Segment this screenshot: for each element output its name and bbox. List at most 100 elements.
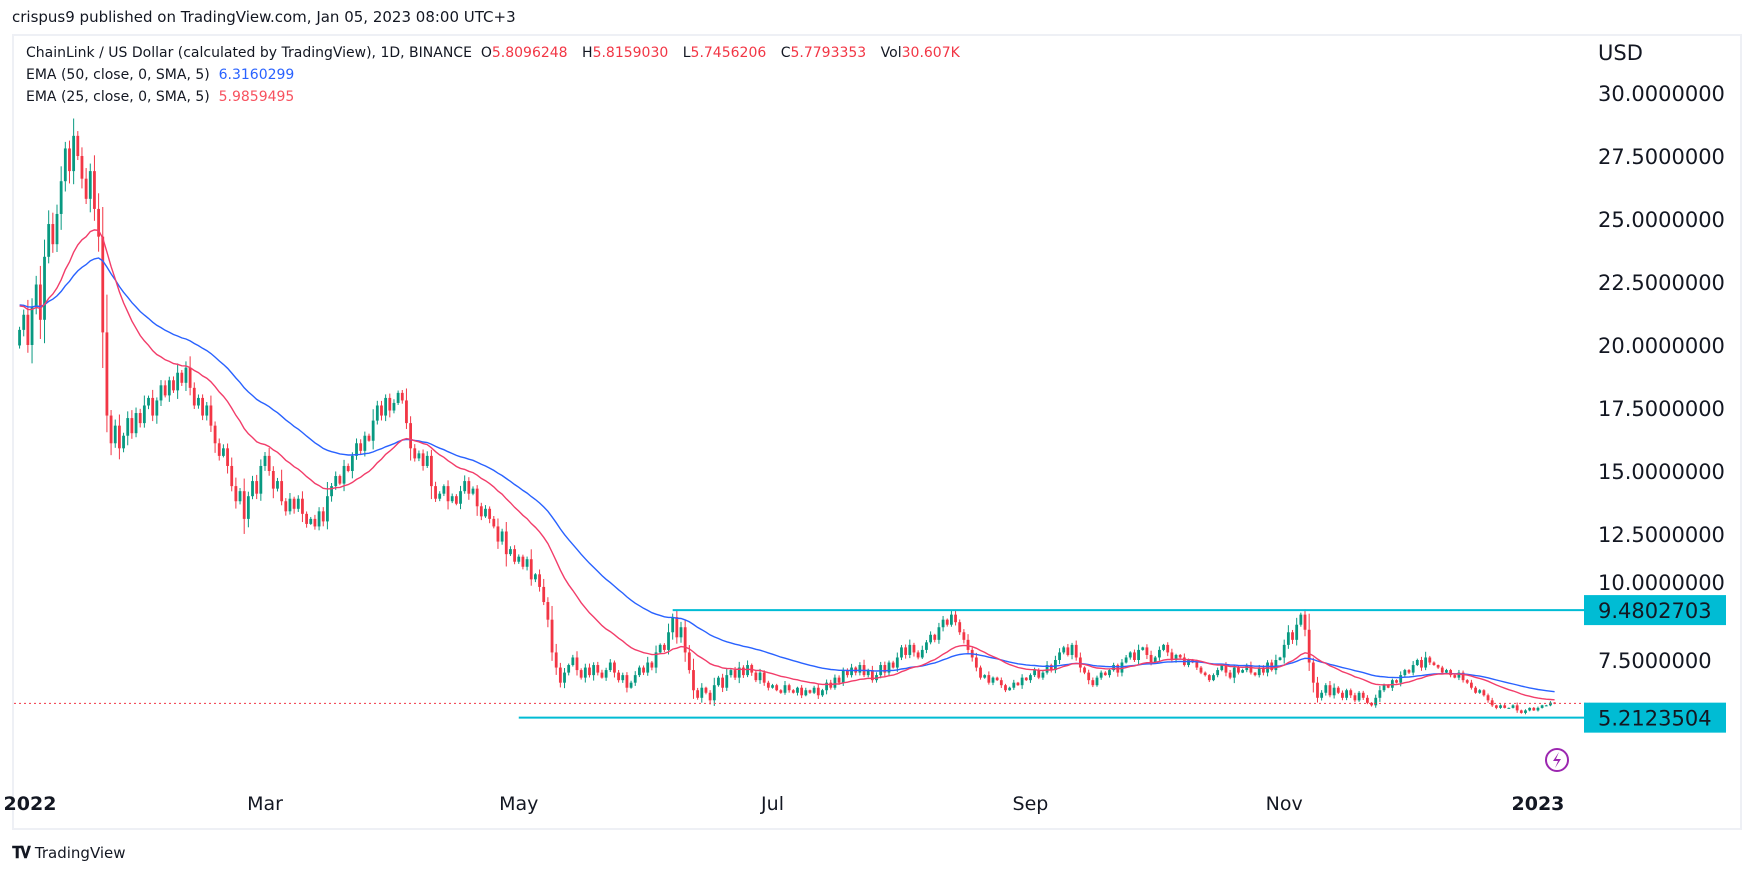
- lightning-bolt-icon[interactable]: [1545, 748, 1569, 772]
- candle: [359, 439, 363, 455]
- candle: [771, 683, 774, 689]
- candle: [1008, 686, 1012, 691]
- candle-body: [413, 448, 417, 459]
- candle: [375, 400, 379, 425]
- published-by-text: crispus9 published on TradingView.com, J…: [12, 8, 516, 26]
- candle-body: [841, 670, 845, 683]
- price-tick-label: 7.5000000: [1598, 649, 1712, 673]
- candle-body: [1499, 705, 1502, 708]
- candle: [1137, 644, 1140, 665]
- candle: [783, 680, 787, 695]
- candle-body: [1295, 624, 1299, 640]
- candle: [1054, 655, 1057, 674]
- candle-body: [995, 677, 999, 681]
- candle: [779, 689, 783, 694]
- candle-body: [1041, 672, 1045, 678]
- candle: [454, 494, 458, 506]
- candle: [1020, 674, 1024, 689]
- candle-body: [88, 171, 92, 199]
- candle-body: [326, 496, 329, 522]
- candle-body: [966, 639, 970, 650]
- candle: [1216, 667, 1220, 678]
- close-value: 5.7793353: [790, 45, 867, 61]
- candle: [1307, 613, 1311, 671]
- candle: [1324, 683, 1328, 696]
- candle-body: [1020, 677, 1024, 686]
- level-price-badge: [1584, 595, 1726, 626]
- candle-body: [916, 652, 920, 658]
- candle-body: [1282, 644, 1286, 658]
- price-axis[interactable]: USD 7.5000000 10.0000000 12.5000000 15.0000…: [1598, 41, 1725, 673]
- candle: [209, 395, 213, 432]
- candle-body: [1257, 667, 1261, 676]
- candle: [334, 471, 338, 490]
- candle-body: [999, 680, 1003, 686]
- candle: [621, 672, 625, 683]
- time-axis[interactable]: 2022 Mar May Jul Sep Nov 2023: [4, 793, 1565, 815]
- candle: [675, 609, 679, 644]
- candle: [288, 492, 292, 515]
- candle: [1241, 668, 1244, 674]
- candle: [1029, 673, 1032, 683]
- candle: [525, 556, 529, 571]
- candle-body: [51, 224, 55, 245]
- candle-body: [762, 672, 766, 683]
- legend-ema50-row[interactable]: EMA (50, close, 0, SMA, 5) 6.3160299: [26, 64, 960, 86]
- candle-body: [130, 418, 134, 434]
- candle: [400, 389, 404, 404]
- level-price-badge: [1584, 702, 1726, 733]
- candle: [1336, 686, 1340, 695]
- candle: [941, 615, 945, 632]
- candle: [55, 204, 59, 252]
- candle-body: [425, 455, 429, 466]
- candle: [380, 400, 383, 421]
- candle-body: [26, 314, 30, 345]
- candle-body: [180, 372, 184, 383]
- candle-body: [147, 397, 150, 406]
- candle: [1499, 704, 1502, 709]
- candle-body: [546, 602, 550, 620]
- candle-body: [816, 687, 820, 696]
- candle-body: [1445, 670, 1448, 673]
- candle-body: [1241, 670, 1244, 673]
- candle-body: [484, 508, 487, 517]
- candle-body: [1091, 680, 1095, 686]
- candle-body: [76, 135, 80, 156]
- candle-body: [1303, 614, 1307, 630]
- candle: [1540, 704, 1544, 709]
- candle-body: [334, 476, 338, 487]
- candle: [787, 683, 791, 693]
- candle: [679, 621, 683, 643]
- candle: [588, 663, 591, 678]
- candle: [600, 669, 604, 679]
- ema25-value: 5.9859495: [218, 89, 295, 105]
- candle: [172, 376, 175, 393]
- candle-body: [18, 329, 21, 346]
- price-tick-label: 15.0000000: [1598, 460, 1725, 484]
- candle-body: [1278, 657, 1282, 660]
- candle: [1424, 651, 1428, 671]
- candle-body: [1457, 672, 1461, 678]
- candle: [409, 416, 412, 461]
- candle: [563, 668, 566, 689]
- candle-body: [804, 690, 808, 696]
- legend-ema25-row[interactable]: EMA (25, close, 0, SMA, 5) 5.9859495: [26, 86, 960, 108]
- candle: [280, 469, 284, 506]
- candle: [804, 687, 808, 697]
- candle: [1295, 617, 1299, 646]
- candle-body: [201, 397, 204, 416]
- candle: [496, 518, 500, 549]
- candle-body: [1544, 705, 1548, 707]
- candle: [263, 452, 267, 471]
- candle: [313, 514, 317, 530]
- candle: [791, 689, 795, 694]
- symbol-title[interactable]: ChainLink / US Dollar (calculated by Tra…: [26, 45, 472, 61]
- candle-body: [962, 632, 966, 640]
- candle-body: [1449, 670, 1452, 676]
- candle-body: [687, 652, 691, 671]
- candle-body: [380, 405, 383, 416]
- candle: [617, 669, 620, 683]
- candle: [1511, 704, 1515, 709]
- tradingview-brand[interactable]: 𝐓𝐕 TradingView: [12, 843, 126, 863]
